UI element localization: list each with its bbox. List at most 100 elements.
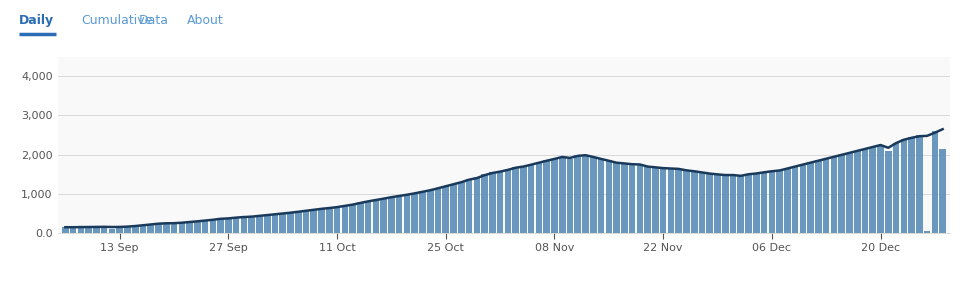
Bar [528,164,535,233]
Bar [132,225,138,233]
Bar [893,143,900,233]
Bar [566,158,573,233]
Bar [481,174,488,233]
Bar [846,153,852,233]
Bar [443,186,449,233]
Bar [310,209,317,233]
Bar [497,171,503,233]
Bar [559,156,565,233]
Bar [302,210,309,233]
Bar [582,154,588,233]
Bar [334,207,341,233]
Text: About: About [187,14,224,27]
Bar [505,170,511,233]
Bar [140,225,146,233]
Bar [939,149,946,233]
Bar [730,175,736,233]
Bar [543,160,550,233]
Bar [737,176,744,233]
Bar [908,137,915,233]
Bar [458,182,465,233]
Bar [209,219,216,233]
Bar [606,160,612,233]
Bar [326,208,332,233]
Bar [388,197,395,233]
Bar [877,145,884,233]
Bar [574,155,581,233]
Bar [427,190,434,233]
Bar [124,226,131,233]
Bar [466,179,472,233]
Bar [684,170,689,233]
Bar [760,172,767,233]
Bar [598,158,605,233]
Bar [862,149,868,233]
Bar [916,135,923,233]
Bar [420,191,426,233]
Bar [854,151,860,233]
Bar [217,218,224,233]
Text: Daily: Daily [19,14,55,27]
Bar [870,147,876,233]
Bar [372,200,379,233]
Bar [256,216,263,233]
Bar [272,214,278,233]
Bar [838,154,845,233]
Text: Cumulative: Cumulative [82,14,153,27]
Bar [380,199,387,233]
Bar [279,213,286,233]
Bar [202,220,208,233]
Bar [636,164,643,233]
Bar [450,184,457,233]
Bar [660,168,666,233]
Bar [520,166,527,233]
Bar [551,158,558,233]
Bar [163,223,170,233]
Bar [233,217,239,233]
Bar [629,164,636,233]
Bar [924,231,930,233]
Bar [85,228,92,233]
Bar [70,227,77,233]
Bar [745,174,752,233]
Bar [249,217,255,233]
Bar [357,202,364,233]
Bar [342,206,348,233]
Bar [186,222,193,233]
Bar [714,174,721,233]
Bar [769,171,775,233]
Bar [473,177,480,233]
Bar [365,201,372,233]
Bar [513,167,519,233]
Bar [536,162,542,233]
Bar [403,195,410,233]
Bar [349,204,356,233]
Bar [194,221,201,233]
Bar [807,162,814,233]
Bar [108,229,115,233]
Bar [62,227,69,233]
Bar [435,188,442,233]
Bar [931,131,938,233]
Bar [900,139,907,233]
Bar [691,171,698,233]
Bar [830,156,837,233]
Bar [792,166,799,233]
Bar [753,174,759,233]
Bar [800,164,806,233]
Bar [171,224,178,233]
Text: Data: Data [139,14,169,27]
Bar [156,223,162,233]
Bar [815,160,822,233]
Bar [722,175,729,233]
Bar [225,219,231,233]
Bar [707,174,713,233]
Bar [412,193,418,233]
Bar [78,228,84,233]
Bar [148,224,154,233]
Bar [784,168,791,233]
Bar [823,158,829,233]
Bar [264,215,271,233]
Bar [590,156,596,233]
Bar [93,227,100,233]
